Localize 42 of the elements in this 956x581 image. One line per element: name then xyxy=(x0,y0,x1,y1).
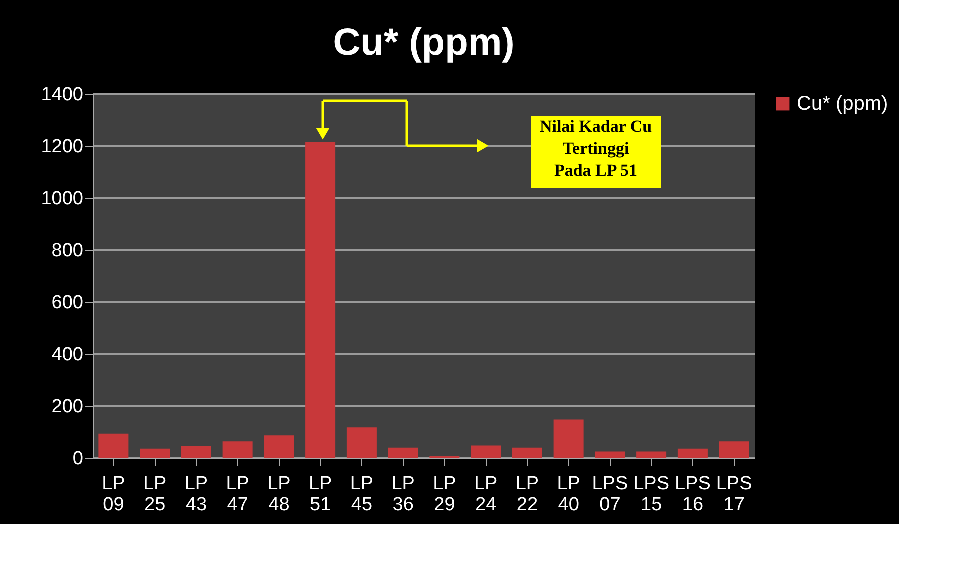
bar xyxy=(346,428,377,458)
bar xyxy=(140,448,170,458)
bar xyxy=(388,448,418,458)
y-tick-label: 800 xyxy=(52,240,84,262)
x-tick-label: LPS 07 xyxy=(592,474,628,516)
y-tick-label: 1000 xyxy=(41,188,84,210)
x-tick-label: LP 24 xyxy=(474,474,498,516)
x-tick-label: LP 22 xyxy=(516,474,540,516)
bar xyxy=(264,436,294,458)
x-tick-label: LP 51 xyxy=(308,474,332,516)
bar xyxy=(181,446,212,458)
x-tick-label: LP 48 xyxy=(268,474,291,516)
bar xyxy=(636,452,667,458)
y-tick-label: 0 xyxy=(72,448,84,470)
x-tick-label: LP 25 xyxy=(143,474,167,516)
x-tick-label: LP 36 xyxy=(392,474,415,516)
x-tick-label: LP 40 xyxy=(557,474,580,516)
x-tick-label: LP 47 xyxy=(226,474,250,516)
bar xyxy=(98,434,129,458)
y-tick-label: 600 xyxy=(52,292,84,314)
y-tick-label: 200 xyxy=(52,396,84,418)
annotation: Nilai Kadar Cu Tertinggi Pada LP 51 xyxy=(540,117,652,180)
x-tick-label: LPS 17 xyxy=(716,474,752,516)
bar xyxy=(719,442,750,458)
y-tick-label: 1200 xyxy=(41,136,84,158)
x-tick-label: LP 43 xyxy=(184,474,208,516)
bar xyxy=(595,452,626,458)
y-tick-label: 1400 xyxy=(41,84,84,106)
x-tick-label: LP 29 xyxy=(433,474,456,516)
bar xyxy=(512,448,542,458)
bar xyxy=(678,448,708,458)
bar xyxy=(222,442,253,458)
x-tick-label: LPS 15 xyxy=(634,474,670,516)
bar xyxy=(471,446,502,458)
x-tick-label: LP 45 xyxy=(350,474,374,516)
chart-title: Cu* (ppm) xyxy=(333,22,515,64)
bar xyxy=(554,420,584,458)
legend-label: Cu* (ppm) xyxy=(797,93,888,115)
x-tick-label: LP 09 xyxy=(102,474,126,516)
y-tick-label: 400 xyxy=(52,344,84,366)
x-tick-label: LPS 16 xyxy=(674,474,711,516)
bar xyxy=(306,142,336,458)
